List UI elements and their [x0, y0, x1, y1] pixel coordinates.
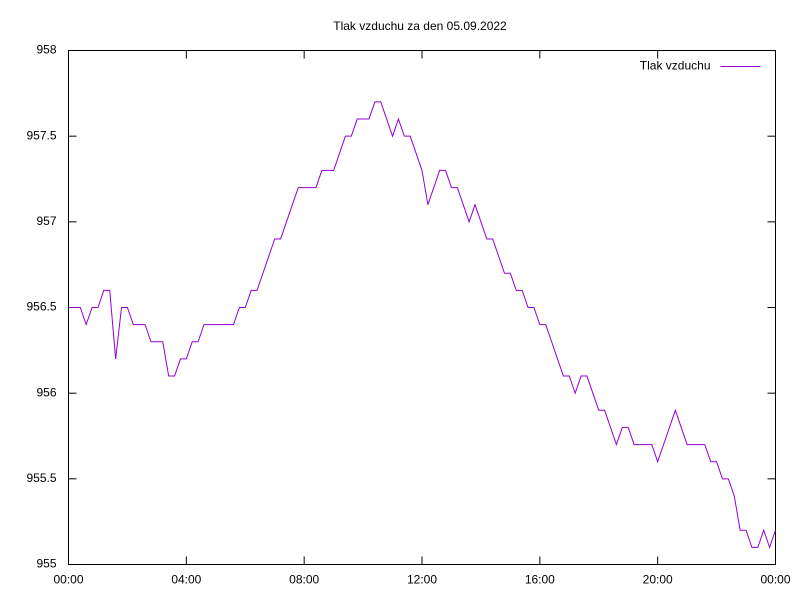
y-tick-label: 955.5: [26, 471, 56, 485]
y-tick-label: 957.5: [26, 128, 56, 142]
x-tick-label: 04:00: [171, 573, 201, 587]
x-tick-label: 08:00: [289, 573, 319, 587]
x-tick-label: 00:00: [53, 573, 83, 587]
y-tick-label: 957: [36, 214, 56, 228]
x-tick-label: 12:00: [407, 573, 437, 587]
data-line: [68, 101, 776, 549]
x-tick-label: 00:00: [760, 573, 790, 587]
y-tick-label: 956: [36, 385, 56, 399]
x-tick-label: 16:00: [525, 573, 555, 587]
x-tick-label: 20:00: [643, 573, 673, 587]
y-tick-label: 958: [36, 43, 56, 57]
chart-title: Tlak vzduchu za den 05.09.2022: [333, 19, 507, 33]
legend-label: Tlak vzduchu: [640, 59, 711, 73]
y-tick-label: 955: [36, 557, 56, 571]
y-tick-label: 956.5: [26, 300, 56, 314]
